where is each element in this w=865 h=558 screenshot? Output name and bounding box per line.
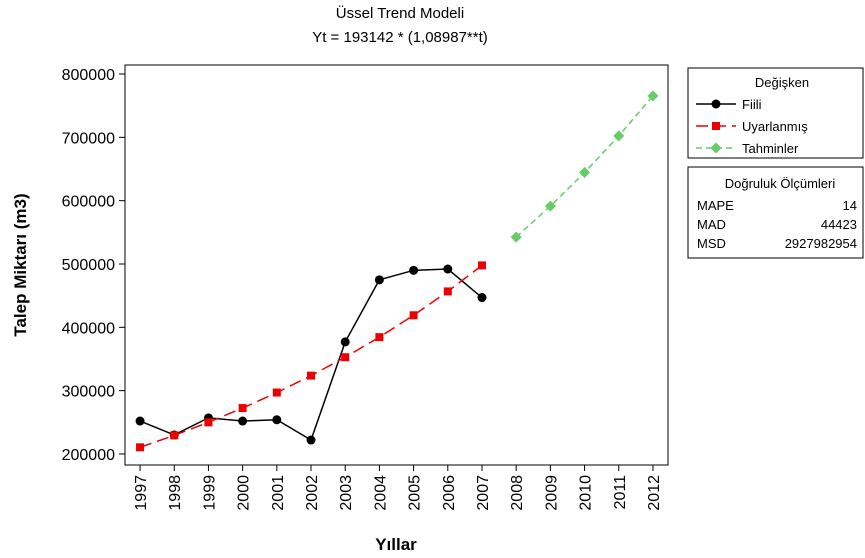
y-tick-label: 300000: [62, 384, 115, 401]
data-point: [135, 416, 145, 426]
plot-frame: [124, 64, 669, 466]
data-point: [544, 200, 556, 212]
data-point: [477, 293, 487, 303]
x-tick-label: 2004: [372, 475, 389, 511]
x-tick-label: 2005: [407, 475, 424, 511]
accuracy-value: 14: [843, 198, 857, 213]
accuracy-value: 44423: [821, 217, 857, 232]
y-tick-label: 400000: [62, 320, 115, 337]
x-tick-label: 2001: [270, 475, 287, 511]
series-line: [515, 95, 654, 238]
series-line: [139, 268, 483, 442]
legend-marker: [712, 122, 720, 130]
series-line: [139, 264, 483, 449]
accuracy-title: Doğruluk Ölçümleri: [725, 176, 836, 191]
data-point: [579, 167, 591, 179]
data-point: [204, 418, 213, 427]
x-axis-label: Yıllar: [375, 535, 417, 554]
legend-marker: [710, 142, 722, 154]
data-point: [341, 353, 350, 362]
y-tick-label: 600000: [62, 194, 115, 211]
x-tick-label: 1998: [167, 475, 184, 511]
accuracy-label: MAD: [697, 217, 726, 232]
x-tick-label: 2002: [304, 475, 321, 511]
legend-label: Fiili: [742, 97, 762, 112]
x-tick-label: 2006: [441, 475, 458, 511]
y-tick-label: 700000: [62, 130, 115, 147]
legend-label: Tahminler: [742, 141, 799, 156]
accuracy-label: MSD: [697, 236, 726, 251]
data-point: [272, 415, 282, 425]
x-tick-label: 2003: [338, 475, 355, 511]
data-point: [307, 371, 316, 380]
accuracy-box: [687, 166, 864, 259]
accuracy-label: MAPE: [697, 198, 734, 213]
legend-box: [687, 67, 864, 159]
data-point: [238, 416, 248, 426]
legend-marker: [711, 99, 721, 109]
data-point: [374, 275, 384, 285]
legend-title: Değişken: [755, 75, 809, 90]
data-point: [340, 337, 350, 347]
x-tick-label: 2008: [509, 475, 526, 511]
chart-subtitle: Yt = 193142 * (1,08987**t): [312, 29, 488, 46]
data-point: [510, 231, 522, 243]
y-tick-label: 200000: [62, 447, 115, 464]
data-point: [443, 264, 453, 274]
x-tick-label: 2010: [578, 475, 595, 511]
data-point: [136, 443, 145, 452]
y-axis-label: Talep Miktarı (m3): [11, 193, 30, 336]
data-point: [272, 388, 281, 397]
data-point: [647, 90, 659, 102]
x-tick-label: 1999: [201, 475, 218, 511]
x-tick-label: 1997: [133, 475, 150, 511]
data-point: [238, 404, 247, 413]
x-tick-label: 2007: [475, 475, 492, 511]
legend-label: Uyarlanmış: [742, 119, 808, 134]
data-point: [170, 431, 179, 440]
data-point: [409, 311, 418, 320]
y-tick-label: 500000: [62, 257, 115, 274]
data-point: [613, 130, 625, 142]
accuracy-value: 2927982954: [785, 236, 857, 251]
chart-title: Üssel Trend Modeli: [336, 4, 464, 22]
x-tick-label: 2011: [612, 475, 629, 510]
x-tick-label: 2009: [543, 475, 560, 511]
data-point: [409, 265, 419, 275]
x-tick-label: 2012: [646, 475, 663, 511]
y-tick-label: 800000: [62, 67, 115, 84]
data-point: [375, 333, 384, 342]
data-point: [477, 261, 486, 270]
x-tick-label: 2000: [236, 475, 253, 511]
data-point: [306, 435, 316, 445]
data-point: [443, 287, 452, 296]
